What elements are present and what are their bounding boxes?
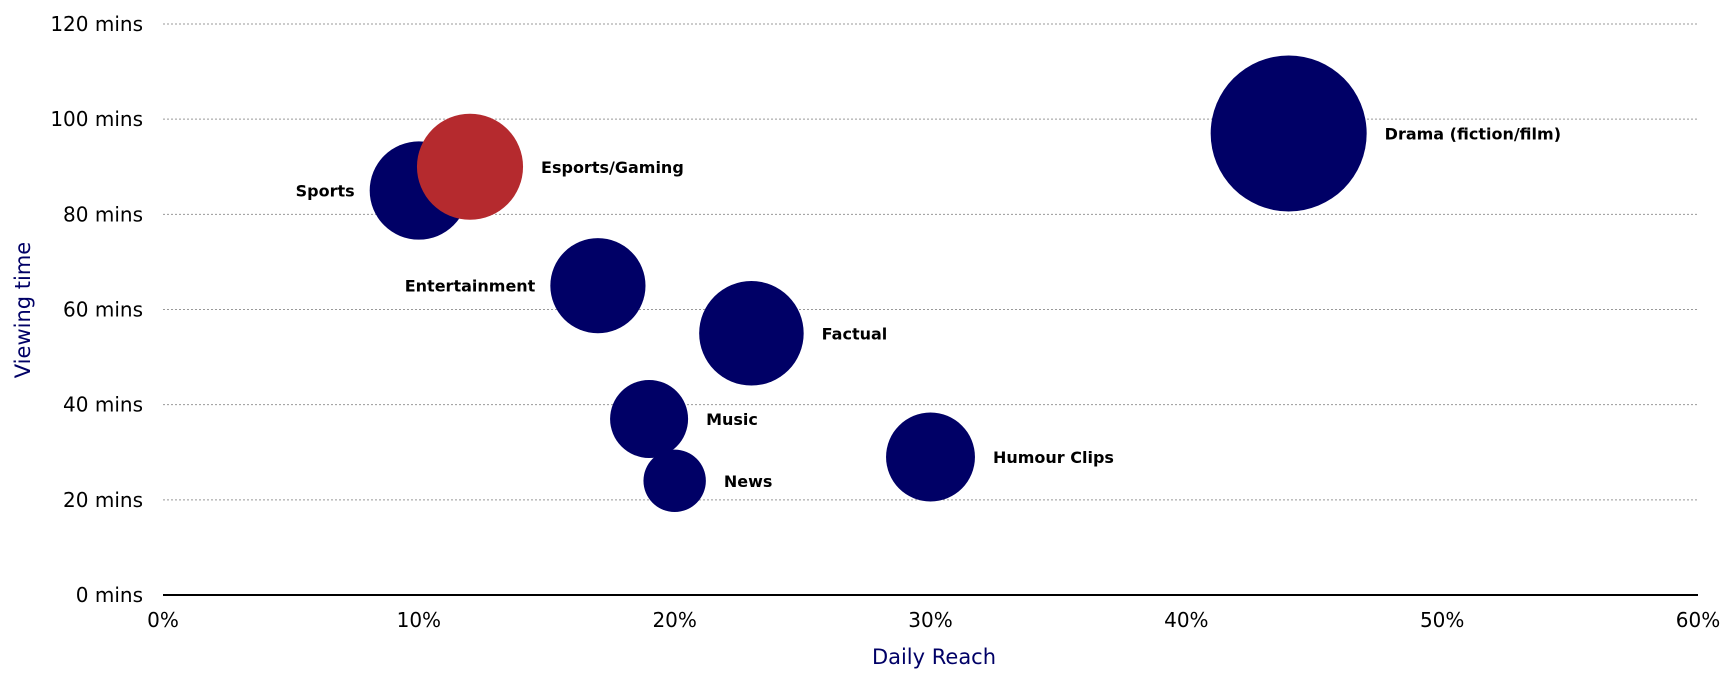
y-tick-label: 100 mins bbox=[50, 107, 143, 131]
y-tick-label: 20 mins bbox=[63, 488, 143, 512]
label-esports-gaming: Esports/Gaming bbox=[541, 158, 684, 177]
bubble-drama-fiction-film bbox=[1210, 55, 1367, 212]
x-tick-label: 50% bbox=[1420, 608, 1464, 632]
bubble-labels: Drama (fiction/film) Sports Esports/Gaming… bbox=[296, 124, 1561, 490]
y-tick-label: 0 mins bbox=[76, 583, 143, 607]
y-tick-label: 80 mins bbox=[63, 202, 143, 226]
y-axis-title: Viewing time bbox=[11, 242, 35, 378]
x-axis-title: Daily Reach bbox=[872, 645, 996, 669]
y-tick-label: 40 mins bbox=[63, 393, 143, 417]
y-tick-label: 60 mins bbox=[63, 298, 143, 322]
bubble-news bbox=[643, 449, 706, 512]
x-tick-label: 0% bbox=[147, 608, 179, 632]
label-entertainment: Entertainment bbox=[405, 277, 536, 296]
bubble-entertainment bbox=[550, 238, 646, 334]
label-drama-fiction-film: Drama (fiction/film) bbox=[1385, 124, 1561, 143]
label-humour-clips: Humour Clips bbox=[993, 448, 1114, 467]
x-tick-label: 20% bbox=[652, 608, 696, 632]
label-news: News bbox=[724, 472, 773, 491]
bubble-factual bbox=[699, 281, 804, 386]
label-sports: Sports bbox=[296, 182, 355, 201]
label-music: Music bbox=[706, 410, 758, 429]
y-tick-label: 120 mins bbox=[50, 12, 143, 36]
label-factual: Factual bbox=[822, 324, 888, 343]
bubble-esports-gaming bbox=[416, 113, 524, 220]
x-tick-label: 10% bbox=[397, 608, 441, 632]
bubble-music bbox=[610, 379, 689, 458]
axes: 0 mins 20 mins 40 mins 60 mins 80 mins 100 mi… bbox=[50, 12, 1720, 632]
x-tick-label: 40% bbox=[1164, 608, 1208, 632]
x-tick-label: 30% bbox=[908, 608, 952, 632]
bubbles bbox=[369, 55, 1367, 512]
x-tick-label: 60% bbox=[1676, 608, 1720, 632]
bubble-humour-clips bbox=[886, 412, 975, 502]
